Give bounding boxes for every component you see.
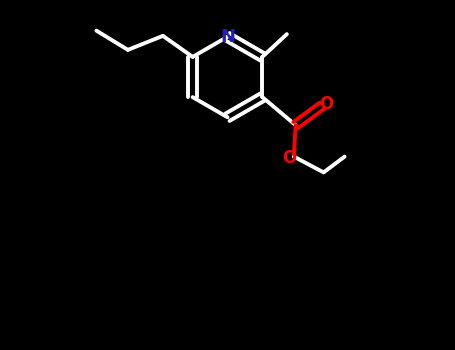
Text: O: O bbox=[283, 149, 297, 167]
Text: N: N bbox=[220, 28, 235, 46]
Text: O: O bbox=[319, 95, 333, 113]
